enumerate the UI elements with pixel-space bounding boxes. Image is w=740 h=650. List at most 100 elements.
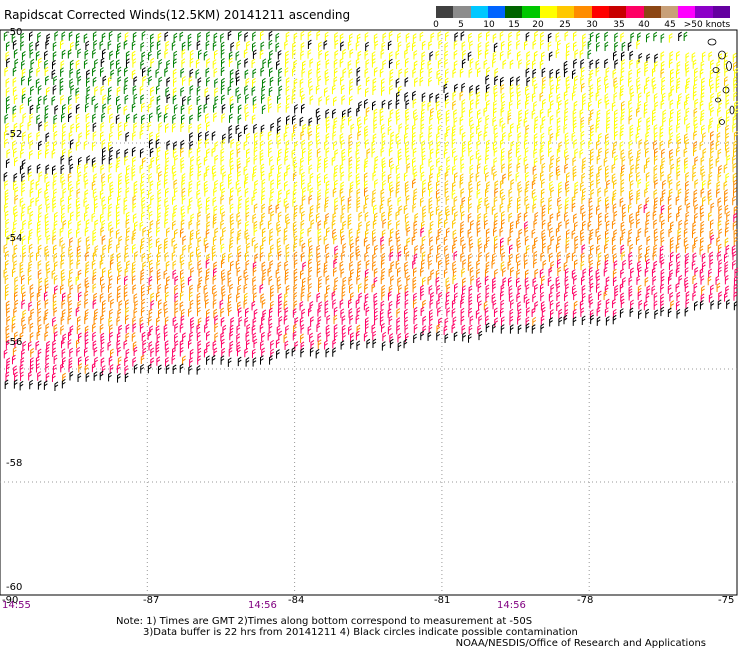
- wind-barb: [141, 102, 145, 113]
- wind-barb: [693, 130, 698, 141]
- wind-barb: [140, 269, 145, 279]
- wind-barb: [653, 244, 658, 254]
- wind-barb: [331, 156, 336, 166]
- wind-barb: [235, 86, 240, 97]
- wind-barb: [686, 202, 691, 213]
- wind-barb: [459, 227, 464, 237]
- wind-barb: [628, 149, 633, 159]
- wind-barb: [502, 267, 506, 277]
- wind-barb: [188, 180, 193, 190]
- wind-barb: [603, 156, 608, 167]
- legend-swatch: [591, 6, 609, 18]
- wind-barb: [542, 235, 546, 245]
- wind-barb: [451, 189, 456, 199]
- wind-barb: [469, 164, 474, 174]
- wind-barb: [21, 179, 26, 190]
- wind-barb: [291, 94, 296, 104]
- wind-barb: [558, 187, 562, 198]
- wind-barb: [396, 91, 400, 101]
- wind-barb: [349, 236, 354, 246]
- legend-label: 15: [508, 20, 520, 30]
- wind-barb: [533, 140, 538, 151]
- wind-barb: [550, 84, 555, 94]
- wind-barb: [92, 188, 97, 198]
- wind-barb: [676, 211, 680, 222]
- wind-barb: [611, 163, 616, 173]
- wind-barb: [598, 132, 602, 143]
- wind-barb: [620, 100, 625, 111]
- wind-barb: [685, 83, 690, 93]
- wind-barb: [421, 220, 425, 231]
- wind-barb: [101, 267, 106, 277]
- wind-barb: [317, 195, 322, 205]
- wind-barb: [316, 123, 320, 134]
- wind-barb: [278, 189, 282, 199]
- wind-barb: [542, 259, 547, 270]
- wind-barb: [702, 132, 706, 142]
- wind-barb: [580, 235, 585, 246]
- wind-barb: [325, 147, 330, 157]
- wind-barb: [676, 123, 681, 133]
- wind-barb: [381, 41, 386, 52]
- wind-barb: [318, 275, 322, 286]
- wind-barb: [204, 242, 209, 253]
- wind-barb: [517, 91, 521, 101]
- wind-barb: [646, 117, 651, 127]
- wind-barb: [51, 69, 56, 79]
- wind-barb: [141, 51, 146, 61]
- wind-barb: [277, 261, 282, 271]
- wind-barb: [325, 243, 329, 254]
- wind-barb: [702, 196, 706, 206]
- wind-barb: [492, 140, 497, 151]
- wind-barb: [630, 32, 635, 42]
- wind-barb: [203, 50, 208, 61]
- wind-barb: [252, 77, 256, 88]
- wind-barb: [180, 114, 185, 124]
- wind-barb: [380, 259, 385, 269]
- wind-barb: [412, 41, 416, 52]
- wind-barb: [126, 113, 130, 124]
- wind-barb: [204, 87, 209, 97]
- wind-barb: [685, 180, 689, 191]
- wind-barb: [710, 234, 715, 245]
- wind-barb: [636, 77, 641, 87]
- wind-barb: [356, 202, 361, 213]
- wind-barb: [4, 180, 8, 190]
- wind-barb: [188, 76, 193, 86]
- wind-barb: [677, 234, 681, 245]
- wind-barb: [301, 171, 305, 182]
- wind-barb: [397, 139, 401, 149]
- wind-barb: [395, 229, 400, 239]
- wind-barb: [412, 68, 417, 78]
- wind-barb: [595, 32, 600, 43]
- wind-barb: [86, 77, 90, 87]
- wind-barb: [700, 188, 705, 198]
- wind-barb: [700, 227, 704, 237]
- wind-barb: [316, 267, 321, 278]
- wind-barb: [59, 77, 64, 88]
- wind-barb: [275, 203, 280, 214]
- wind-barb: [604, 93, 609, 103]
- wind-barb: [139, 148, 144, 158]
- wind-barb: [148, 235, 153, 246]
- wind-barb: [107, 104, 112, 114]
- wind-barb: [412, 178, 416, 189]
- wind-barb: [620, 67, 625, 77]
- wind-barb: [252, 49, 257, 59]
- lat-label: -56: [6, 337, 22, 348]
- wind-barb: [468, 180, 473, 190]
- wind-barb: [485, 187, 489, 197]
- wind-barb: [397, 32, 401, 42]
- wind-barb: [549, 171, 554, 182]
- wind-barb: [629, 84, 634, 95]
- wind-barb: [164, 252, 169, 262]
- wind-barb: [108, 243, 112, 253]
- wind-barb: [213, 32, 218, 43]
- wind-barb: [660, 268, 665, 279]
- wind-barb: [188, 243, 193, 253]
- wind-barb: [494, 67, 499, 78]
- wind-barb: [341, 155, 346, 165]
- wind-barb: [532, 203, 537, 213]
- wind-barb: [347, 60, 352, 70]
- wind-barb: [693, 196, 698, 207]
